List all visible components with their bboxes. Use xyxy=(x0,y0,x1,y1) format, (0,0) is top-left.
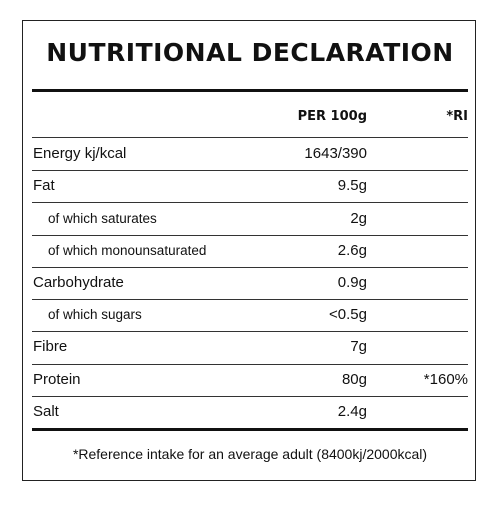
row-label: Energy kj/kcal xyxy=(33,145,127,163)
row-divider xyxy=(32,202,468,204)
per-100g-value: 7g xyxy=(350,338,367,356)
per-100g-value: 2.6g xyxy=(337,241,367,259)
sub-row-label: of which sugars xyxy=(48,307,142,323)
per-100g-value: 9.5g xyxy=(337,177,367,195)
divider xyxy=(32,137,468,138)
row-divider xyxy=(32,234,468,236)
row-divider xyxy=(32,363,468,365)
divider xyxy=(32,428,468,431)
row-divider xyxy=(32,299,468,301)
per-100g-value: 1643/390 xyxy=(304,145,367,163)
per-100g-value: 80g xyxy=(341,370,367,388)
title: NUTRITIONAL DECLARATION xyxy=(46,38,454,67)
row-label: Salt xyxy=(33,402,59,420)
row-label: Fat xyxy=(33,177,55,195)
footnote: *Reference intake for an average adult (… xyxy=(72,446,428,462)
row-label: Protein xyxy=(33,370,81,388)
column-header: PER 100g xyxy=(297,109,367,124)
row-divider xyxy=(32,395,468,397)
row-label: Carbohydrate xyxy=(33,274,124,291)
per-100g-value: 2.4g xyxy=(337,402,367,420)
row-divider xyxy=(32,170,468,172)
panel-border xyxy=(22,20,476,481)
per-100g-value: <0.5g xyxy=(329,306,367,324)
column-header: *RI xyxy=(446,109,468,124)
row-divider xyxy=(32,266,468,268)
row-divider xyxy=(32,331,468,333)
divider xyxy=(32,89,468,92)
sub-row-label: of which monounsaturated xyxy=(48,242,207,258)
per-100g-value: 0.9g xyxy=(337,274,367,291)
per-100g-value: 2g xyxy=(350,209,367,227)
row-label: Fibre xyxy=(33,338,68,356)
sub-row-label: of which saturates xyxy=(48,210,157,226)
ri-value: *160% xyxy=(423,370,468,388)
